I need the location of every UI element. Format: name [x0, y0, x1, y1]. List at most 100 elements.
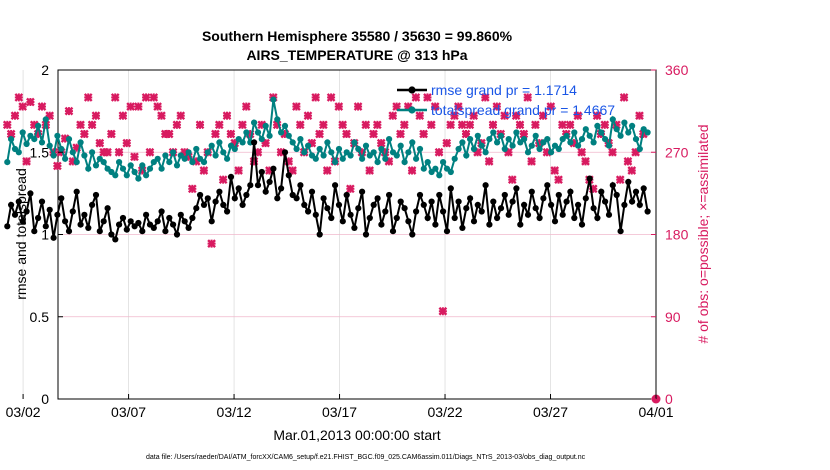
obs-assimilated-point — [172, 120, 182, 130]
rmse-point — [555, 191, 562, 199]
obs-assimilated-point — [488, 120, 498, 130]
totalspread-point — [220, 149, 227, 156]
totalspread-point — [185, 149, 192, 156]
rmse-point — [220, 201, 227, 208]
rmse-point — [77, 221, 84, 228]
obs-assimilated-point — [141, 93, 151, 102]
totalspread-point — [254, 129, 262, 136]
obs-assimilated-point — [126, 102, 135, 111]
obs-assimilated-point — [527, 157, 536, 166]
obs-assimilated-point — [623, 157, 633, 166]
rmse-point — [170, 221, 177, 228]
rmse-point — [332, 182, 339, 189]
rmse-point — [490, 198, 497, 205]
obs-assimilated-point — [91, 111, 101, 121]
rmse-point — [613, 191, 620, 199]
obs-assimilated-point — [211, 129, 220, 139]
totalspread-point — [85, 165, 92, 172]
totalspread-point — [266, 132, 273, 139]
obs-assimilated-point — [303, 111, 313, 121]
rmse-point — [378, 221, 385, 228]
totalspread-point — [413, 155, 420, 162]
totalspread-point — [332, 159, 339, 166]
obs-assimilated-point — [446, 120, 455, 130]
rmse-point — [173, 231, 181, 238]
rmse-point — [166, 214, 173, 222]
obs-assimilated-point — [338, 120, 348, 130]
obs-assimilated-point — [37, 102, 47, 111]
obs-assimilated-point — [311, 93, 321, 102]
rmse-point — [625, 178, 632, 185]
rmse-point — [96, 228, 103, 235]
totalspread-point — [486, 136, 493, 143]
totalspread-point — [463, 152, 470, 159]
obs-assimilated-point — [442, 138, 452, 148]
rmse-point — [405, 218, 412, 225]
totalspread-point — [23, 140, 30, 148]
x-axis-ticks: 03/02 03/07 03/12 03/17 03/22 03/27 04/01 — [6, 394, 674, 420]
obs-assimilated-point — [523, 93, 533, 102]
rmse-point — [528, 188, 535, 195]
rmse-point — [15, 198, 22, 205]
totalspread-point — [258, 136, 265, 143]
rmse-point — [517, 221, 524, 228]
totalspread-point — [54, 132, 61, 139]
totalspread-point — [73, 159, 80, 166]
obs-assimilated-point — [515, 120, 525, 130]
rmse-point — [200, 201, 208, 208]
rmse-point — [474, 201, 481, 208]
rmse-point — [575, 201, 582, 208]
rmse-point — [208, 218, 215, 225]
rmse-point — [328, 214, 335, 222]
obs-assimilated-point — [411, 93, 421, 102]
obs-assimilated-point — [538, 111, 548, 121]
rmse-point — [374, 195, 381, 202]
obs-assimilated-point — [592, 111, 602, 121]
rmse-point — [386, 191, 393, 199]
chart-title-line1: Southern Hemisphere 35580 / 35630 = 99.8… — [202, 28, 513, 44]
rmse-point — [559, 211, 566, 218]
totalspread-point — [617, 132, 624, 139]
totalspread-point — [274, 116, 281, 123]
totalspread-point — [166, 159, 173, 166]
totalspread-point — [251, 119, 258, 126]
rmse-point — [467, 195, 474, 202]
totalspread-point — [224, 155, 231, 162]
rmse-point — [644, 208, 651, 215]
rmse-point — [636, 201, 643, 208]
totalspread-point — [544, 136, 551, 143]
obs-assimilated-point — [76, 120, 85, 130]
totalspread-point — [474, 132, 481, 139]
totalspread-point — [347, 152, 354, 159]
obs-assimilated-point — [45, 111, 55, 121]
obs-assimilated-point — [315, 129, 324, 139]
totalspread-point — [335, 145, 343, 153]
totalspread-point — [89, 149, 96, 156]
rmse-point — [305, 208, 312, 215]
obs-assimilated-point — [384, 157, 394, 166]
totalspread-point — [65, 136, 73, 143]
rmse-point — [424, 214, 431, 222]
rmse-point — [362, 231, 370, 238]
totalspread-point — [116, 159, 123, 166]
obs-assimilated-point — [22, 157, 31, 166]
totalspread-point — [112, 172, 119, 179]
x-tick-label: 04/01 — [638, 404, 673, 420]
obs-assimilated-point — [10, 111, 20, 121]
obs-assimilated-point — [83, 93, 93, 102]
obs-assimilated-point — [295, 120, 305, 130]
obs-assimilated-point — [627, 166, 637, 175]
obs-assimilated-point — [164, 129, 174, 139]
rmse-point — [235, 185, 242, 192]
totalspread-point — [563, 132, 570, 139]
obs-assimilated-point — [153, 102, 162, 111]
rmse-point — [38, 198, 46, 205]
rmse-point — [27, 190, 34, 197]
obs-assimilated-point — [392, 102, 401, 111]
rmse-point — [231, 195, 238, 202]
rmse-point — [401, 205, 408, 212]
rmse-point — [551, 218, 559, 225]
totalspread-point — [447, 168, 454, 176]
obs-assimilated-point — [334, 102, 344, 111]
totalspread-point — [324, 139, 331, 146]
